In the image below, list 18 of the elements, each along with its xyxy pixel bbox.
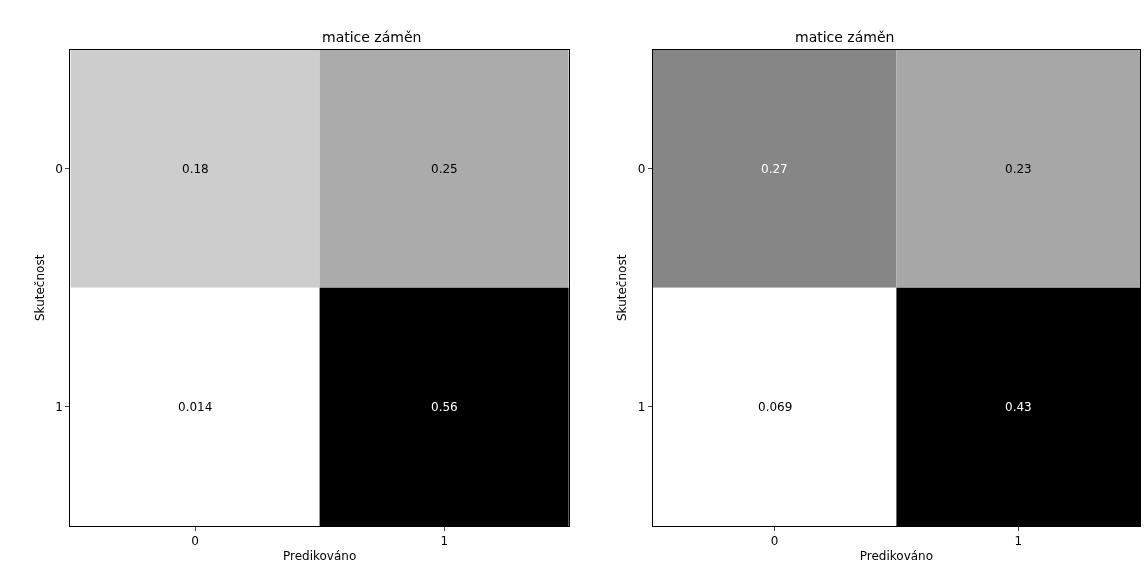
x-tick-label: 0: [191, 534, 199, 549]
data-label: 0.23: [1005, 162, 1032, 176]
data-label: 0.014: [178, 400, 213, 414]
chart-title: matice záměn: [322, 29, 422, 45]
data-label: 0.25: [431, 162, 458, 176]
y-axis-title: Skutečnost: [615, 254, 630, 322]
y-axis-title: Skutečnost: [32, 254, 47, 322]
x-tick-label: 0: [770, 534, 779, 549]
x-axis-title: Predikováno: [859, 549, 934, 564]
x-tick-label: 1: [1014, 534, 1023, 549]
data-label: 0.43: [1005, 400, 1032, 414]
x-tick-label: 1: [440, 534, 449, 549]
chart-title: matice záměn: [795, 29, 895, 45]
x-axis-title: Predikováno: [282, 549, 357, 564]
data-label: 0.27: [761, 162, 788, 176]
data-label: 0.069: [758, 400, 793, 414]
data-label: 0.18: [182, 162, 209, 176]
data-label: 0.56: [431, 400, 458, 414]
